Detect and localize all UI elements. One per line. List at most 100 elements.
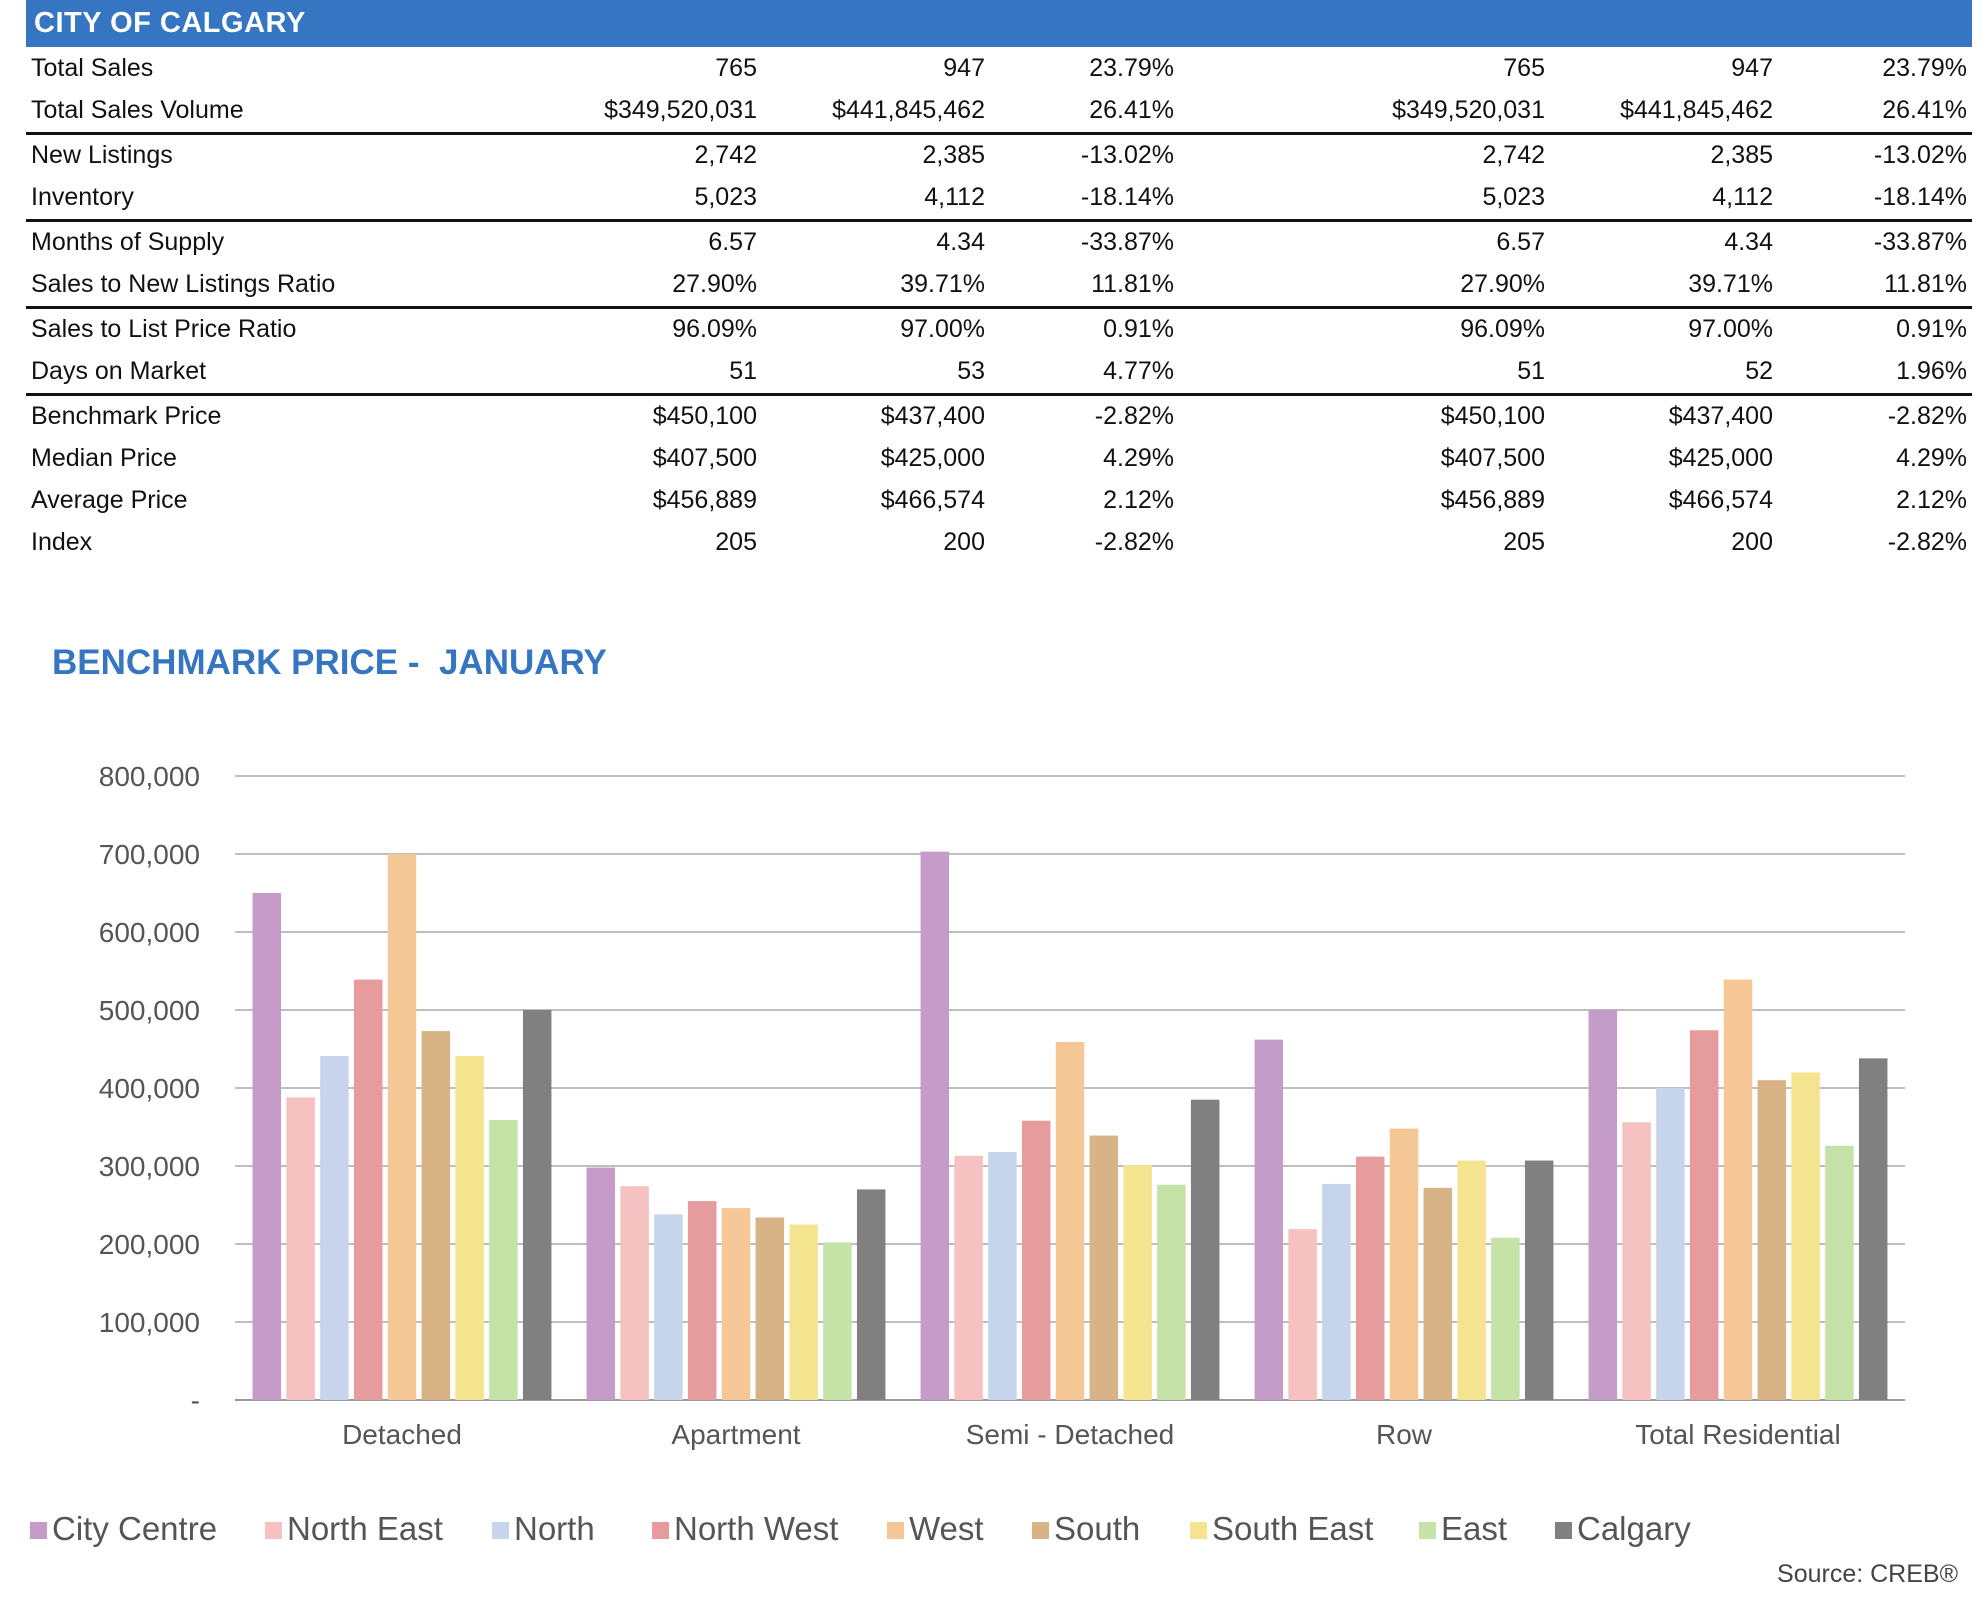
table-cell: 947 (1731, 54, 1773, 82)
table-cell: 765 (1503, 54, 1545, 82)
table-cell: -2.82% (1094, 402, 1174, 430)
table-row: Average Price $456,889 $466,574 2.12% $456,8… (26, 480, 1972, 522)
table-cell: 53 (957, 357, 985, 385)
table-cell: 200 (1731, 528, 1773, 556)
legend-swatch (265, 1522, 282, 1539)
table-cell: 39.71% (1688, 270, 1773, 298)
legend-label: North East (287, 1510, 443, 1547)
bar (252, 893, 282, 1400)
bar (1524, 1160, 1554, 1400)
bar (1457, 1160, 1486, 1400)
table-cell: 765 (715, 54, 757, 82)
table-cell: 4.77% (1103, 357, 1174, 385)
bar (1021, 1120, 1051, 1400)
table-cell: 4,112 (924, 183, 985, 211)
bar (1858, 1058, 1888, 1400)
table-cell: -18.14% (1080, 183, 1174, 211)
table-cell: 11.81% (1091, 270, 1174, 298)
table-cell: -18.14% (1873, 183, 1967, 211)
table-cell: $466,574 (1668, 486, 1773, 514)
bar (1157, 1184, 1186, 1400)
bar (755, 1217, 785, 1400)
table-cell: $425,000 (880, 444, 985, 472)
bar (856, 1189, 886, 1400)
bar (1089, 1135, 1119, 1400)
table-cell: 23.79% (1089, 54, 1174, 82)
bar (353, 979, 383, 1400)
table-row: Days on Market 51 53 4.77% 51 52 1.96% (26, 351, 1972, 396)
bar (320, 1056, 349, 1400)
row-label: Total Sales (31, 54, 154, 82)
bar (1190, 1099, 1220, 1400)
table-cell: 205 (1503, 528, 1545, 556)
table-cell: -13.02% (1080, 141, 1174, 169)
table-cell: 4.29% (1896, 444, 1967, 472)
legend-label: North (514, 1510, 595, 1547)
table-cell: $437,400 (880, 402, 985, 430)
row-label: Total Sales Volume (31, 96, 244, 124)
row-label: Benchmark Price (31, 402, 222, 430)
table-cell: $441,845,462 (832, 96, 985, 124)
y-tick-label: 100,000 (99, 1307, 200, 1338)
y-tick-label: 500,000 (99, 995, 200, 1026)
legend-label: North West (674, 1510, 838, 1547)
table-cell: 4.34 (936, 228, 985, 256)
row-label: Days on Market (31, 357, 207, 385)
table-row: Total Sales Volume $349,520,031 $441,845,4… (26, 90, 1972, 135)
bar (1423, 1187, 1453, 1400)
bar (1288, 1229, 1317, 1400)
table-cell: 97.00% (900, 315, 985, 343)
table-cell: 2,385 (1710, 141, 1773, 169)
bar (1254, 1039, 1284, 1400)
table-cell: $407,500 (652, 444, 757, 472)
table-row: Benchmark Price $450,100 $437,400 -2.82% $45… (26, 396, 1972, 438)
table-cell: -33.87% (1080, 228, 1174, 256)
table-row: Inventory 5,023 4,112 -18.14% 5,023 4,112 -18.… (26, 177, 1972, 222)
table-cell: 51 (729, 357, 757, 385)
table-cell: $349,520,031 (1392, 96, 1545, 124)
table-cell: -13.02% (1873, 141, 1967, 169)
bar (620, 1186, 649, 1400)
table-cell: 5,023 (694, 183, 757, 211)
bar (586, 1167, 616, 1400)
legend-swatch (1190, 1522, 1207, 1539)
y-tick-label: 200,000 (99, 1229, 200, 1260)
table-cell: $425,000 (1668, 444, 1773, 472)
bar (1723, 979, 1753, 1400)
table-cell: 11.81% (1884, 270, 1967, 298)
table-row: Months of Supply 6.57 4.34 -33.87% 6.57 4.34 -… (26, 222, 1972, 264)
table-cell: 27.90% (1460, 270, 1545, 298)
table-cell: 97.00% (1688, 315, 1773, 343)
bar (789, 1224, 818, 1400)
bar (1491, 1237, 1520, 1400)
bar (286, 1097, 315, 1400)
bar (489, 1119, 518, 1400)
table-cell: $466,574 (880, 486, 985, 514)
bar (654, 1214, 683, 1400)
table-row: Median Price $407,500 $425,000 4.29% $407,50… (26, 438, 1972, 480)
x-tick-label: Row (1376, 1419, 1433, 1450)
legend-swatch (30, 1522, 47, 1539)
table-cell: 2.12% (1103, 486, 1174, 514)
table-cell: 51 (1517, 357, 1545, 385)
table-cell: 26.41% (1089, 96, 1174, 124)
legend-label: Calgary (1577, 1510, 1691, 1547)
bar (1322, 1183, 1351, 1400)
y-tick-label: - (191, 1385, 200, 1416)
table-cell: 6.57 (1496, 228, 1545, 256)
row-label: Index (31, 528, 93, 556)
table-row: Sales to New Listings Ratio 27.90% 39.71% 1… (26, 264, 1972, 309)
legend-swatch (1555, 1522, 1572, 1539)
legend-label: West (909, 1510, 984, 1547)
table-cell: 6.57 (708, 228, 757, 256)
bar (1757, 1080, 1787, 1400)
bar (687, 1201, 717, 1400)
row-label: Sales to New Listings Ratio (31, 270, 336, 298)
table-cell: -33.87% (1873, 228, 1967, 256)
table-cell: $407,500 (1440, 444, 1545, 472)
table-cell: 4.29% (1103, 444, 1174, 472)
legend-swatch (1032, 1522, 1049, 1539)
bar (1825, 1145, 1854, 1400)
legend-swatch (1419, 1522, 1436, 1539)
legend-label: City Centre (52, 1510, 217, 1547)
